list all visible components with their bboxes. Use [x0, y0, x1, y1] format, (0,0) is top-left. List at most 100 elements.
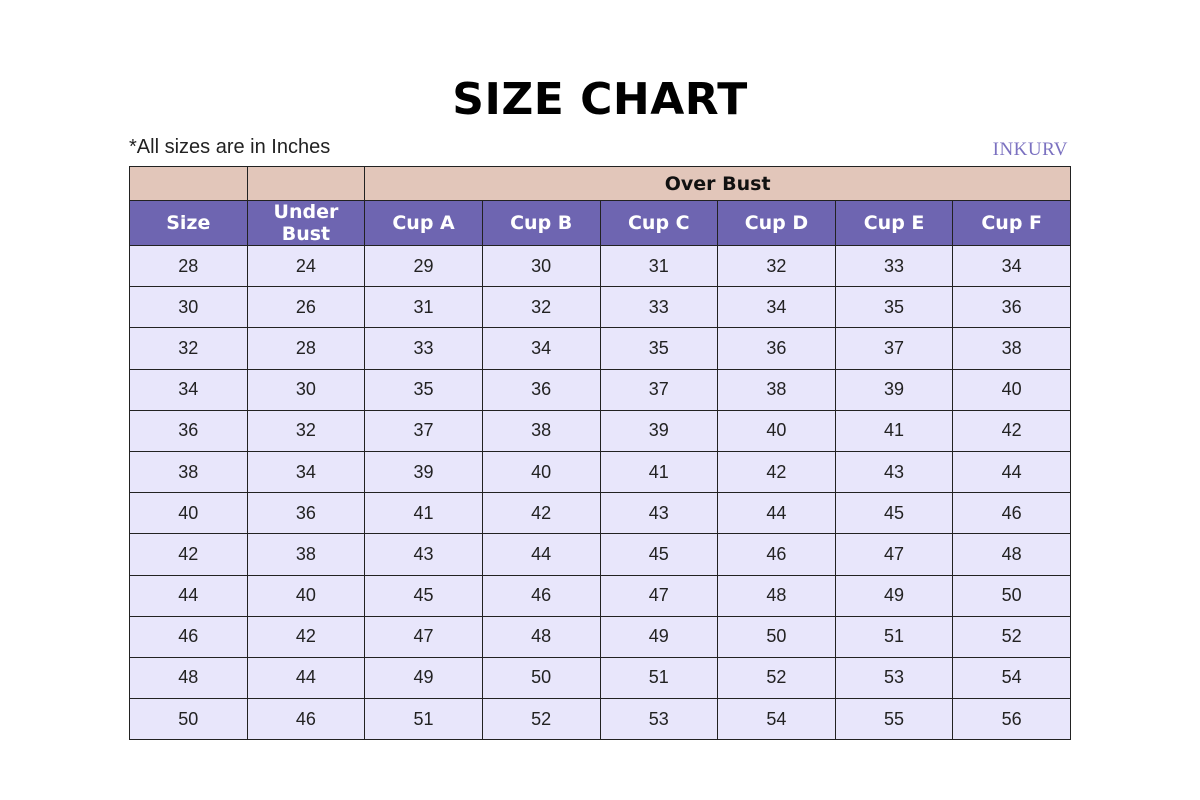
- table-cell: 31: [599, 244, 719, 288]
- table-row: 36 32 37 38 39 40 41 42: [129, 409, 1071, 452]
- page-title: SIZE CHART: [452, 74, 748, 125]
- column-header: Cup A: [364, 200, 483, 246]
- table-cell: 35: [834, 286, 954, 329]
- table-row: 50 46 51 52 53 54 55 56: [129, 698, 1071, 741]
- table-cell: 42: [952, 409, 1071, 452]
- table-cell: 51: [364, 698, 483, 741]
- table-cell: 45: [599, 533, 719, 576]
- table-cell: 32: [246, 409, 366, 452]
- table-cell: 53: [834, 656, 954, 700]
- table-cell: 49: [599, 615, 719, 658]
- over-bust-header: Over Bust: [364, 166, 1071, 201]
- column-header: Cup B: [481, 200, 601, 246]
- table-cell: 55: [834, 698, 954, 741]
- table-cell: 42: [246, 615, 366, 658]
- table-cell: 41: [364, 492, 483, 535]
- column-header: Cup E: [834, 200, 954, 246]
- table-cell: 39: [599, 409, 719, 452]
- table-cell: 38: [717, 368, 836, 411]
- table-cell: 40: [481, 450, 601, 494]
- table-cell: 36: [481, 368, 601, 411]
- table-cell: 42: [129, 533, 248, 576]
- table-cell: 40: [129, 492, 248, 535]
- column-header: Cup C: [599, 200, 719, 246]
- table-cell: 46: [952, 492, 1071, 535]
- table-cell: 50: [717, 615, 836, 658]
- table-cell: 37: [599, 368, 719, 411]
- table-cell: 32: [481, 286, 601, 329]
- table-cell: 44: [481, 533, 601, 576]
- table-cell: 34: [481, 327, 601, 370]
- table-row: 44 40 45 46 47 48 49 50: [129, 574, 1071, 617]
- table-cell: 41: [599, 450, 719, 494]
- table-cell: 30: [246, 368, 366, 411]
- table-cell: 39: [364, 450, 483, 494]
- table-cell: 29: [364, 244, 483, 288]
- table-cell: 26: [246, 286, 366, 329]
- table-cell: 45: [364, 574, 483, 617]
- table-row: 34 30 35 36 37 38 39 40: [129, 368, 1071, 411]
- table-row: 28 24 29 30 31 32 33 34: [129, 244, 1071, 288]
- table-cell: 44: [246, 656, 366, 700]
- table-cell: 46: [717, 533, 836, 576]
- table-cell: 52: [481, 698, 601, 741]
- table-cell: 34: [952, 244, 1071, 288]
- table-cell: 30: [129, 286, 248, 329]
- table-cell: 48: [129, 656, 248, 700]
- table-cell: 52: [717, 656, 836, 700]
- table-cell: 40: [246, 574, 366, 617]
- table-cell: 42: [481, 492, 601, 535]
- table-cell: 44: [717, 492, 836, 535]
- table-cell: 34: [717, 286, 836, 329]
- table-cell: 47: [834, 533, 954, 576]
- table-cell: 30: [481, 244, 601, 288]
- table-cell: 38: [481, 409, 601, 452]
- empty-header-cell: [246, 166, 366, 201]
- table-cell: 48: [481, 615, 601, 658]
- table-cell: 45: [834, 492, 954, 535]
- column-header: Cup D: [717, 200, 836, 246]
- table-cell: 43: [364, 533, 483, 576]
- table-cell: 39: [834, 368, 954, 411]
- table-cell: 50: [129, 698, 248, 741]
- table-cell: 46: [246, 698, 366, 741]
- table-cell: 46: [481, 574, 601, 617]
- table-cell: 44: [129, 574, 248, 617]
- units-note: *All sizes are in Inches: [129, 136, 331, 158]
- table-row: 30 26 31 32 33 34 35 36: [129, 286, 1071, 329]
- table-cell: 32: [717, 244, 836, 288]
- table-cell: 42: [717, 450, 836, 494]
- table-row: 38 34 39 40 41 42 43 44: [129, 450, 1071, 494]
- table-cell: 52: [952, 615, 1071, 658]
- table-cell: 28: [246, 327, 366, 370]
- table-cell: 33: [599, 286, 719, 329]
- table-row: 46 42 47 48 49 50 51 52: [129, 615, 1071, 658]
- table-cell: 51: [599, 656, 719, 700]
- table-cell: 33: [364, 327, 483, 370]
- table-cell: 54: [952, 656, 1071, 700]
- brand-logo: INKURV: [992, 139, 1068, 160]
- table-cell: 43: [599, 492, 719, 535]
- table-cell: 44: [952, 450, 1071, 494]
- table-cell: 36: [246, 492, 366, 535]
- table-cell: 49: [834, 574, 954, 617]
- table-cell: 54: [717, 698, 836, 741]
- table-cell: 48: [952, 533, 1071, 576]
- column-header: Under Bust: [246, 200, 366, 246]
- table-cell: 46: [129, 615, 248, 658]
- table-cell: 36: [952, 286, 1071, 329]
- table-cell: 49: [364, 656, 483, 700]
- table-cell: 28: [129, 244, 248, 288]
- table-row: 42 38 43 44 45 46 47 48: [129, 533, 1071, 576]
- table-cell: 35: [599, 327, 719, 370]
- table-cell: 48: [717, 574, 836, 617]
- table-cell: 36: [717, 327, 836, 370]
- table-cell: 47: [364, 615, 483, 658]
- group-header-row: Over Bust: [129, 166, 1071, 201]
- table-cell: 38: [952, 327, 1071, 370]
- table-cell: 40: [717, 409, 836, 452]
- table-cell: 53: [599, 698, 719, 741]
- table-cell: 36: [129, 409, 248, 452]
